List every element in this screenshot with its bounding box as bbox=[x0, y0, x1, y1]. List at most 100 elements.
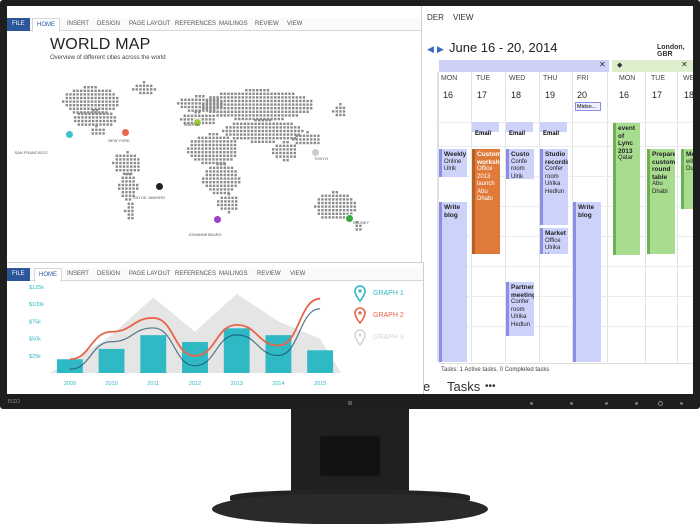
map-dot bbox=[321, 198, 324, 201]
nav-people-partial[interactable]: e bbox=[423, 379, 431, 394]
map-dot bbox=[234, 181, 237, 184]
map-dot bbox=[132, 191, 135, 194]
city-marker[interactable] bbox=[121, 128, 130, 137]
day-num-16-2[interactable]: 16 bbox=[619, 90, 630, 100]
map-dot bbox=[127, 213, 130, 216]
map-dot bbox=[119, 158, 122, 161]
map-dot bbox=[335, 205, 338, 208]
power-button[interactable] bbox=[658, 401, 663, 406]
day-num-19[interactable]: 19 bbox=[545, 90, 556, 100]
menu-der[interactable]: DER bbox=[427, 13, 444, 22]
monitor-button-4[interactable] bbox=[635, 402, 638, 405]
tab-file[interactable]: FILE bbox=[7, 268, 30, 281]
tab-review[interactable]: REVIEW bbox=[255, 21, 279, 27]
map-dot bbox=[106, 119, 109, 123]
prev-week-icon[interactable]: ◆ bbox=[617, 62, 623, 69]
map-dot bbox=[317, 198, 320, 201]
tab-view[interactable]: VIEW bbox=[287, 21, 303, 27]
city-marker[interactable] bbox=[345, 214, 354, 223]
map-dot bbox=[183, 114, 186, 117]
tab-home[interactable]: HOME bbox=[34, 268, 62, 282]
city-marker[interactable] bbox=[155, 182, 164, 191]
tab-home[interactable]: HOME bbox=[32, 18, 60, 32]
tab-page-layout[interactable]: PAGE LAYOUT bbox=[129, 271, 171, 277]
event-meeting-dubai[interactable]: Meeti with Dubai bbox=[681, 149, 693, 209]
event-write-blog-mon[interactable]: Write blog bbox=[439, 202, 467, 362]
city-marker[interactable] bbox=[213, 215, 222, 224]
map-dot bbox=[295, 107, 298, 110]
map-dot bbox=[328, 212, 331, 215]
tab-page-layout[interactable]: PAGE LAYOUT bbox=[129, 21, 171, 27]
tab-file[interactable]: FILE bbox=[7, 18, 30, 31]
map-dot bbox=[205, 161, 208, 165]
close-icon[interactable]: ✕ bbox=[681, 60, 688, 69]
event-custom-workshop[interactable]: Custom workshop Office 2013 launch Abu D… bbox=[472, 149, 500, 254]
prev-arrow-icon[interactable]: ◀ bbox=[427, 44, 434, 54]
nav-more-icon[interactable]: ••• bbox=[485, 381, 496, 392]
tab-references[interactable]: REFERENCES bbox=[175, 271, 217, 277]
event-studio-recording[interactable]: Studio recording Confer room Ulrika Hedl… bbox=[540, 149, 568, 225]
tab-insert[interactable]: INSERT bbox=[67, 271, 89, 277]
day-num-18-2[interactable]: 18 bbox=[684, 90, 693, 100]
map-dot bbox=[284, 114, 288, 117]
tab-mailings[interactable]: MAILINGS bbox=[219, 271, 248, 277]
tab-view[interactable]: VIEW bbox=[290, 271, 306, 277]
map-dot bbox=[339, 209, 342, 212]
day-num-17-2[interactable]: 17 bbox=[652, 90, 663, 100]
email-ribbon-wed[interactable]: Email bbox=[506, 122, 533, 137]
tab-mailings[interactable]: MAILINGS bbox=[219, 21, 248, 27]
email-ribbon-tue[interactable]: Email bbox=[472, 122, 499, 137]
next-arrow-icon[interactable]: ▶ bbox=[437, 44, 444, 54]
word-world-map-window: FILE HOME INSERT DESIGN PAGE LAYOUT REFE… bbox=[7, 6, 422, 262]
nav-tasks[interactable]: Tasks bbox=[447, 379, 481, 394]
tab-design[interactable]: DESIGN bbox=[97, 271, 121, 277]
day-num-17[interactable]: 17 bbox=[477, 90, 488, 100]
event-marketing[interactable]: Market Office Ulrika H bbox=[540, 228, 568, 254]
map-dot bbox=[119, 154, 122, 157]
map-dot bbox=[299, 96, 302, 99]
tab-review[interactable]: REVIEW bbox=[257, 271, 281, 277]
x-tick-label: 2014 bbox=[272, 381, 284, 387]
monitor-button-1[interactable] bbox=[530, 402, 533, 405]
map-dot bbox=[279, 148, 282, 151]
map-dot bbox=[284, 99, 288, 103]
day-num-18[interactable]: 18 bbox=[511, 90, 522, 100]
map-dot bbox=[87, 86, 90, 89]
map-dot bbox=[279, 133, 282, 136]
map-dot bbox=[205, 121, 208, 125]
city-marker[interactable] bbox=[193, 118, 202, 127]
map-dot bbox=[80, 111, 83, 114]
tab-references[interactable]: REFERENCES bbox=[175, 21, 217, 27]
map-dot bbox=[234, 110, 237, 113]
day-num-16[interactable]: 16 bbox=[443, 90, 454, 100]
event-launch-lync[interactable]: event of Lync 2013 Qatar bbox=[613, 123, 640, 255]
monitor-button-3[interactable] bbox=[605, 402, 608, 405]
city-marker[interactable] bbox=[65, 130, 74, 139]
map-dot bbox=[236, 122, 239, 125]
map-dot bbox=[294, 133, 297, 136]
event-custom[interactable]: Custo Confe room Ulrik bbox=[506, 149, 534, 179]
map-dot bbox=[321, 212, 324, 215]
map-dot bbox=[292, 92, 295, 95]
tab-design[interactable]: DESIGN bbox=[97, 21, 121, 27]
monitor-button-2[interactable] bbox=[570, 402, 573, 405]
email-ribbon-thu[interactable]: Email bbox=[540, 122, 567, 137]
map-dot bbox=[279, 155, 282, 158]
map-dot bbox=[205, 147, 208, 150]
city-marker[interactable] bbox=[311, 148, 320, 157]
allday-event-midsummer[interactable]: Midso... bbox=[575, 102, 601, 111]
event-weekly[interactable]: Weekly Online Ulrik bbox=[439, 149, 467, 177]
weather-location[interactable]: London, GBR bbox=[657, 44, 685, 58]
menu-view[interactable]: VIEW bbox=[453, 13, 474, 22]
event-prepare-round-table[interactable]: Prepare custom round table Abu Dhabi bbox=[647, 149, 675, 254]
tab-insert[interactable]: INSERT bbox=[67, 21, 89, 27]
monitor-button-5[interactable] bbox=[680, 402, 683, 405]
map-dot bbox=[110, 119, 113, 123]
map-dot bbox=[201, 143, 204, 147]
map-dot bbox=[286, 137, 290, 140]
day-num-20[interactable]: 20 bbox=[577, 90, 588, 100]
event-partner-meeting[interactable]: Partner meeting Confer room Ulrika Hedlu… bbox=[506, 282, 534, 336]
event-write-blog-fri[interactable]: Write blog bbox=[573, 202, 601, 362]
map-dot bbox=[282, 159, 286, 162]
close-icon-2[interactable]: ✕ bbox=[599, 60, 606, 69]
